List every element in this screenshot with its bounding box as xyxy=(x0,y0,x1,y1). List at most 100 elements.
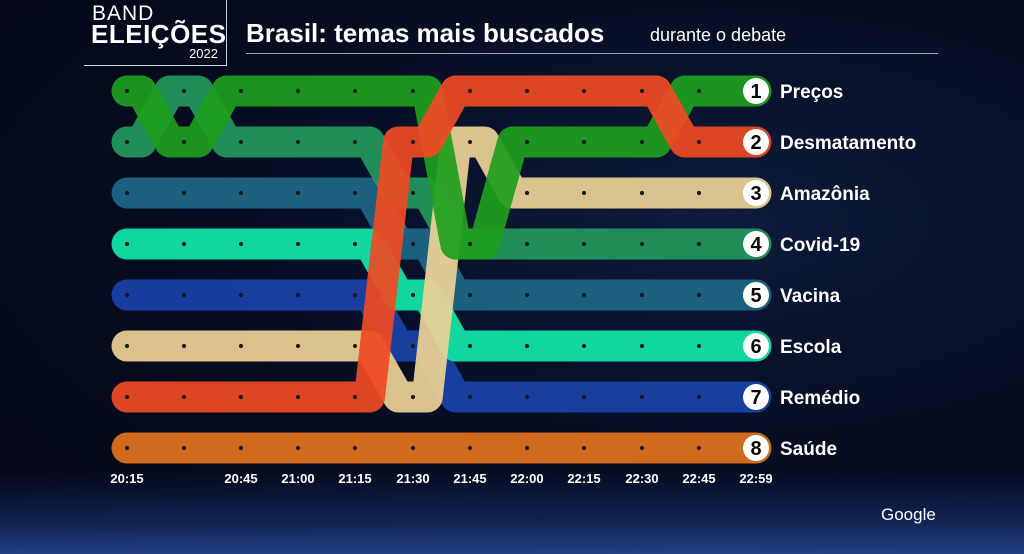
data-point xyxy=(238,88,244,94)
series-points xyxy=(124,88,702,451)
rank-badge xyxy=(743,282,769,308)
data-point xyxy=(124,394,130,400)
data-point xyxy=(696,88,702,94)
data-point xyxy=(696,241,702,247)
data-point xyxy=(181,343,187,349)
title-divider xyxy=(246,53,938,54)
band-eleicoes-logo: BAND ELEIÇÕES 2022 xyxy=(84,0,227,66)
data-point xyxy=(467,241,473,247)
data-point xyxy=(639,343,645,349)
data-point xyxy=(467,292,473,298)
data-point xyxy=(238,241,244,247)
data-point xyxy=(124,445,130,451)
google-credit: Google xyxy=(881,505,936,524)
data-point xyxy=(410,292,416,298)
rank-badge xyxy=(743,231,769,257)
data-point xyxy=(524,445,530,451)
series-line-vacina xyxy=(111,177,772,311)
x-tick-label: 21:00 xyxy=(281,471,314,486)
logo-eleicoes-text: ELEIÇÕES xyxy=(91,19,227,49)
data-point xyxy=(581,394,587,400)
data-point xyxy=(524,292,530,298)
rank-badge xyxy=(743,435,769,461)
x-tick-label: 22:00 xyxy=(510,471,543,486)
data-point xyxy=(639,88,645,94)
rank-label: Covid-19 xyxy=(780,235,860,256)
data-point xyxy=(238,394,244,400)
data-point xyxy=(352,139,358,145)
data-point xyxy=(524,190,530,196)
data-point xyxy=(352,343,358,349)
rank-label: Desmatamento xyxy=(780,133,916,154)
data-point xyxy=(524,139,530,145)
rank-label: Escola xyxy=(780,337,842,358)
data-point xyxy=(467,394,473,400)
rank-badge xyxy=(743,333,769,359)
data-point xyxy=(181,394,187,400)
data-point xyxy=(295,88,301,94)
x-axis-ticks: 20:15 20:45 21:00 21:15 21:30 21:45 22:00 22:15… xyxy=(110,471,772,486)
data-point xyxy=(581,139,587,145)
data-point xyxy=(295,394,301,400)
data-point xyxy=(639,190,645,196)
x-tick-label: 21:45 xyxy=(453,471,486,486)
data-point xyxy=(124,292,130,298)
data-point xyxy=(295,190,301,196)
data-point xyxy=(581,343,587,349)
rank-badge xyxy=(743,78,769,104)
data-point xyxy=(696,292,702,298)
data-point xyxy=(352,241,358,247)
rank-number: 5 xyxy=(750,285,761,307)
rank-labels: 1 Preços 2 Desmatamento 3 Amazônia 4 Covid-19 5 V… xyxy=(743,78,916,461)
x-tick-label: 22:45 xyxy=(682,471,715,486)
data-point xyxy=(639,394,645,400)
rank-label: Preços xyxy=(780,82,843,103)
data-point xyxy=(410,139,416,145)
data-point xyxy=(410,88,416,94)
data-point xyxy=(352,445,358,451)
data-point xyxy=(524,241,530,247)
data-point xyxy=(181,241,187,247)
x-tick-label: 22:15 xyxy=(567,471,600,486)
data-point xyxy=(238,292,244,298)
chart-subtitle: durante o debate xyxy=(650,25,787,45)
data-point xyxy=(352,292,358,298)
rank-label: Vacina xyxy=(780,286,841,307)
data-point xyxy=(124,343,130,349)
data-point xyxy=(352,190,358,196)
data-point xyxy=(581,241,587,247)
background-floor xyxy=(0,470,1024,554)
data-point xyxy=(696,445,702,451)
rank-label: Saúde xyxy=(780,439,837,460)
data-point xyxy=(181,190,187,196)
data-point xyxy=(524,394,530,400)
data-point xyxy=(639,241,645,247)
data-point xyxy=(467,88,473,94)
x-tick-label: 21:30 xyxy=(396,471,429,486)
rank-number: 6 xyxy=(750,336,761,358)
logo-year-text: 2022 xyxy=(189,46,218,61)
rank-badge xyxy=(743,180,769,206)
data-point xyxy=(410,343,416,349)
rank-number: 4 xyxy=(750,234,762,256)
data-point xyxy=(295,292,301,298)
data-point xyxy=(524,343,530,349)
data-point xyxy=(181,139,187,145)
data-point xyxy=(467,445,473,451)
series-lines xyxy=(111,75,772,464)
x-tick-label: 22:30 xyxy=(625,471,658,486)
data-point xyxy=(238,343,244,349)
data-point xyxy=(295,343,301,349)
rank-badge xyxy=(743,129,769,155)
rank-label: Amazônia xyxy=(780,184,870,205)
x-tick-label: 20:45 xyxy=(224,471,257,486)
data-point xyxy=(410,190,416,196)
x-tick-label: 20:15 xyxy=(110,471,143,486)
rank-badge xyxy=(743,384,769,410)
logo-band-text: BAND xyxy=(92,2,155,25)
data-point xyxy=(467,343,473,349)
data-point xyxy=(352,88,358,94)
data-point xyxy=(696,190,702,196)
data-point xyxy=(295,241,301,247)
